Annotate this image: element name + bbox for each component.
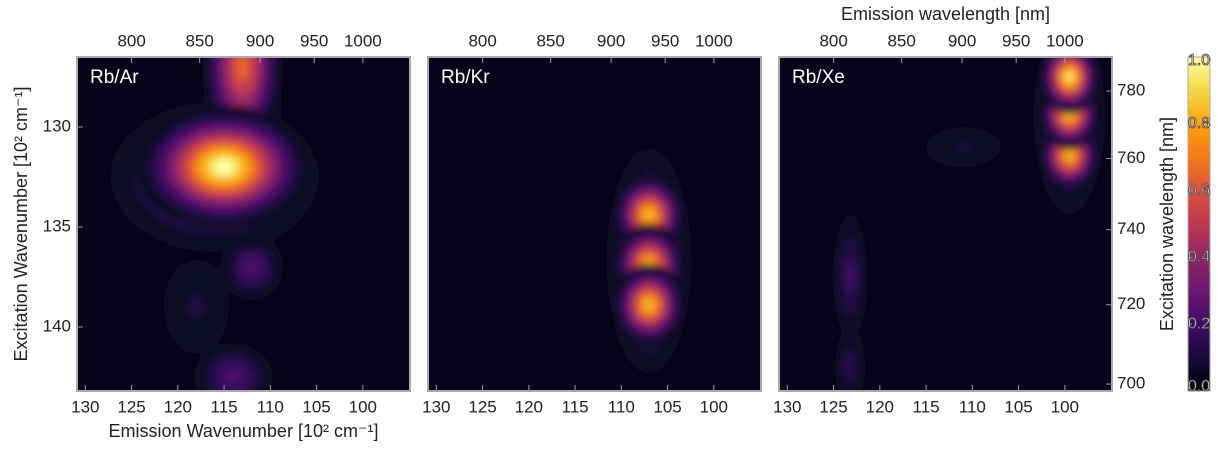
- x-tick-label: 110: [959, 397, 986, 416]
- heatmap-field: [833, 57, 1106, 391]
- x-tick-label: 105: [1004, 397, 1032, 416]
- y-tick-label: 130: [43, 116, 71, 135]
- x-tick-label: 120: [515, 397, 543, 416]
- heatmap-field: [606, 148, 692, 374]
- x2-tick-label: 850: [185, 31, 213, 50]
- x-tick-label: 115: [562, 397, 589, 416]
- intensity-peak: [833, 214, 868, 340]
- intensity-peak: [136, 105, 312, 229]
- panel-background: [428, 57, 761, 391]
- colorbar-tick-label: 1.0: [1188, 52, 1210, 69]
- x-tick-label: 130: [71, 397, 99, 416]
- intensity-core: [846, 358, 854, 376]
- x2-tick-label: 1000: [695, 31, 733, 50]
- intensity-peak: [925, 126, 1001, 168]
- x-tick-label: 100: [1051, 397, 1079, 416]
- x-tick-label: 115: [913, 397, 940, 416]
- y2-tick-label: 760: [1117, 148, 1145, 167]
- panel-frame: [427, 56, 762, 392]
- colorbar: [1187, 56, 1211, 392]
- x2-tick-label: 950: [651, 31, 679, 50]
- panel-label: Rb/Kr: [441, 67, 490, 88]
- x2-tick-label: 950: [1002, 31, 1030, 50]
- x-tick-label: 125: [819, 397, 847, 416]
- x-tick-label: 105: [302, 397, 330, 416]
- x-tick-label: 125: [468, 397, 496, 416]
- y2-tick-label: 780: [1117, 81, 1145, 100]
- x2-tick-label: 900: [246, 31, 274, 50]
- intensity-core: [1065, 72, 1074, 82]
- intensity-peak: [202, 57, 283, 155]
- y-tick-label: 140: [43, 316, 71, 335]
- intensity-core: [237, 57, 249, 79]
- x-tick-label: 120: [866, 397, 894, 416]
- x-tick-label: 110: [608, 397, 635, 416]
- intensity-core: [644, 209, 654, 221]
- panel-label: Rb/Xe: [792, 67, 845, 88]
- intensity-core: [644, 299, 654, 311]
- y2-tick-label: 700: [1117, 374, 1145, 393]
- colorbar-tick-label: 0.0: [1188, 378, 1210, 395]
- y2-tick-label: 720: [1117, 294, 1145, 313]
- x-tick-label: 110: [257, 397, 284, 416]
- x2-tick-label: 800: [819, 31, 847, 50]
- x-tick-label: 100: [349, 397, 377, 416]
- colorbar-tick-label: 0.8: [1188, 115, 1210, 132]
- x2-tick-label: 900: [597, 31, 625, 50]
- x2-tick-label: 1000: [1046, 31, 1084, 50]
- intensity-peak: [1039, 57, 1100, 115]
- x-axis-label: Emission Wavenumber [10² cm⁻¹]: [109, 421, 379, 441]
- x-tick-label: 105: [653, 397, 681, 416]
- y-tick-label: 135: [43, 216, 71, 235]
- intensity-peak: [163, 259, 229, 355]
- colorbar-tick-label: 0.6: [1188, 182, 1210, 199]
- x2-tick-label: 1000: [344, 31, 382, 50]
- panel-frame: [76, 56, 411, 392]
- x-tick-label: 100: [700, 397, 728, 416]
- x2-tick-label: 850: [887, 31, 915, 50]
- x-tick-label: 115: [211, 397, 238, 416]
- heatmap-panel: [428, 57, 761, 391]
- y2-tick-label: 740: [1117, 219, 1145, 238]
- x2-tick-label: 800: [117, 31, 145, 50]
- y-axis-label: Excitation Wavenumber [10² cm⁻¹]: [11, 87, 31, 362]
- x2-tick-label: 850: [536, 31, 564, 50]
- colorbar-tick-label: 0.2: [1188, 315, 1210, 332]
- intensity-core: [188, 295, 205, 319]
- intensity-peak: [835, 326, 866, 391]
- intensity-core: [1065, 150, 1074, 160]
- x-tick-label: 130: [422, 397, 450, 416]
- intensity-peak: [220, 233, 284, 301]
- intensity-core: [212, 159, 236, 175]
- intensity-peak: [612, 263, 686, 347]
- intensity-peak: [194, 343, 273, 391]
- x2-tick-label: 900: [948, 31, 976, 50]
- heatmap-field: [110, 57, 320, 391]
- x2-tick-label: 800: [468, 31, 496, 50]
- intensity-core: [846, 265, 854, 289]
- heatmap-panel: [77, 57, 410, 391]
- x2-axis-label: Emission wavelength [nm]: [841, 4, 1050, 24]
- y2-axis-label: Excitation wavelength [nm]: [1157, 117, 1177, 331]
- intensity-core: [226, 371, 241, 383]
- heatmap-panel: [779, 57, 1112, 391]
- x-tick-label: 125: [117, 397, 145, 416]
- x-tick-label: 120: [164, 397, 192, 416]
- colorbar-tick-label: 0.4: [1188, 249, 1210, 266]
- intensity-core: [246, 261, 258, 273]
- intensity-core: [951, 141, 975, 153]
- panel-frame: [778, 56, 1113, 392]
- panel-label: Rb/Ar: [90, 67, 139, 88]
- x2-tick-label: 950: [300, 31, 328, 50]
- x-tick-label: 130: [773, 397, 801, 416]
